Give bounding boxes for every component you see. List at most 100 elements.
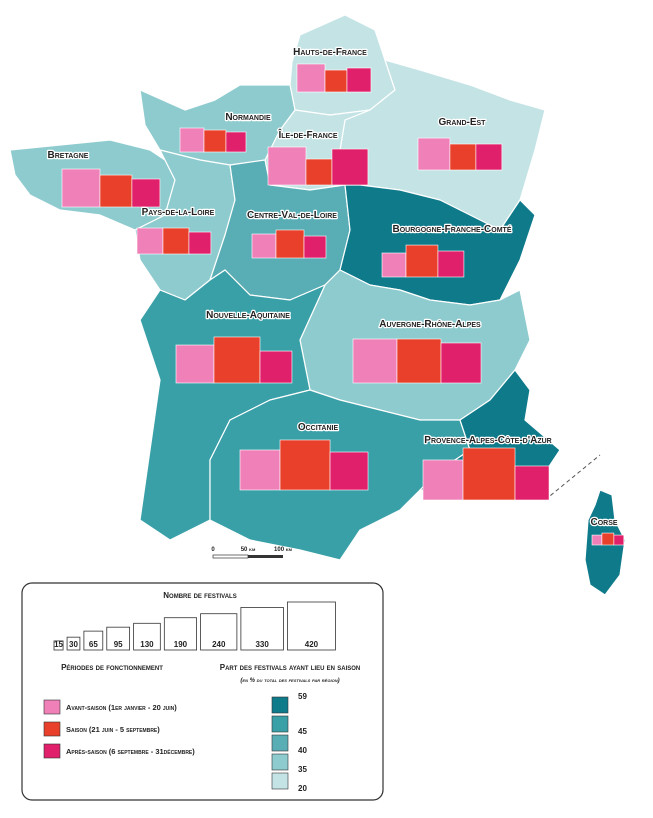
size-legend-label: 15	[54, 640, 63, 649]
size-legend-label: 95	[114, 640, 123, 649]
festival-square	[329, 451, 369, 491]
festival-square	[449, 143, 477, 171]
period-swatch	[43, 721, 61, 737]
scale-bar: 0 50 km 100 km	[211, 547, 293, 559]
festival-square	[188, 231, 212, 255]
region-label: Île-de-France	[277, 128, 337, 141]
share-swatch	[271, 753, 289, 771]
size-legend-square	[53, 640, 64, 651]
share-swatch	[271, 715, 289, 733]
size-legend-label: 190	[174, 640, 188, 649]
region-label: Pays-de-la-Loire	[142, 207, 215, 218]
festival-square	[440, 342, 482, 384]
festival-square	[422, 459, 464, 501]
period-swatch	[43, 699, 61, 715]
size-legend-square	[200, 613, 238, 651]
share-subtitle: (en % du total des festivals par région)	[240, 678, 339, 684]
festival-square	[475, 143, 503, 171]
period-label: Avant-saison (1er janvier - 20 juin)	[66, 703, 177, 712]
festival-square	[259, 350, 293, 384]
festival-square	[305, 158, 333, 186]
periods-title: Périodes de fonctionnement	[61, 663, 163, 672]
festival-square	[396, 338, 442, 384]
festival-square	[179, 127, 205, 153]
festival-square	[296, 63, 326, 93]
period-swatch	[43, 743, 61, 759]
size-legend-title: Nombre de festivals	[163, 591, 236, 600]
festival-square	[437, 250, 465, 278]
size-legend-square	[133, 622, 161, 651]
share-tick: 40	[298, 746, 307, 755]
region-label: Hauts-de-France	[293, 47, 367, 58]
size-legend-label: 30	[69, 640, 78, 649]
region-label: Provence-Alpes-Côte-d'Azur	[424, 435, 551, 446]
region-label: Grand-Est	[439, 117, 487, 128]
region-label: Nouvelle-Aquitaine	[206, 310, 290, 321]
regions	[9, 14, 626, 596]
festival-square	[136, 227, 164, 255]
share-swatch	[271, 734, 289, 752]
scale-segment	[212, 554, 249, 559]
size-legend-square	[240, 607, 284, 651]
festival-square	[613, 534, 625, 546]
share-tick: 35	[298, 765, 307, 774]
size-legend-square	[163, 617, 198, 651]
festival-square	[267, 146, 307, 186]
festival-square	[591, 534, 603, 546]
scale-label: 100 km	[274, 547, 293, 553]
festival-square	[131, 178, 161, 208]
size-legend-square	[66, 636, 81, 651]
inset-separator	[544, 454, 601, 501]
festival-square	[203, 129, 227, 153]
festival-square	[346, 67, 372, 93]
festival-square	[225, 131, 247, 153]
size-legend-square	[83, 630, 104, 651]
period-label: Saison (21 juin - 5 septembre)	[66, 725, 160, 734]
size-legend-square	[106, 626, 131, 651]
festival-square	[417, 137, 451, 171]
region-label: Auvergne-Rhône-Alpes	[379, 319, 481, 330]
festival-square	[99, 174, 133, 208]
festival-square	[324, 69, 348, 93]
size-legend-label: 420	[305, 640, 319, 649]
festival-square	[61, 168, 101, 208]
share-title: Part des festivals ayant lieu en saison	[220, 663, 360, 672]
region-label: Centre-Val-de-Loire	[247, 210, 337, 221]
festival-square	[601, 532, 615, 546]
size-legend-label: 65	[89, 640, 98, 649]
festival-square	[462, 447, 516, 501]
share-tick: 45	[298, 727, 307, 736]
festival-square	[405, 244, 439, 278]
scale-label: 50 km	[241, 547, 256, 553]
festival-square	[352, 338, 398, 384]
scale-label: 0	[211, 547, 215, 553]
festival-square	[239, 449, 281, 491]
festival-square	[275, 229, 305, 259]
size-legend-label: 130	[140, 640, 154, 649]
size-legend-label: 240	[212, 640, 226, 649]
festival-square	[331, 148, 369, 186]
festival-square	[514, 465, 550, 501]
festival-square	[175, 344, 215, 384]
festival-square	[381, 252, 407, 278]
festival-square	[251, 233, 277, 259]
scale-segment	[248, 555, 283, 558]
share-tick: 20	[298, 784, 307, 793]
size-legend-label: 330	[255, 640, 269, 649]
region-label: Occitanie	[298, 422, 339, 433]
share-swatch	[271, 696, 289, 714]
festival-square	[162, 227, 190, 255]
size-legend-square	[287, 601, 336, 651]
share-tick: 59	[298, 692, 307, 701]
region-label: Normandie	[225, 112, 271, 123]
festival-square	[279, 439, 331, 491]
period-label: Après-saison (6 septembre - 31décembre)	[66, 747, 195, 756]
region-label: Bourgogne-Franche-Comté	[393, 224, 512, 235]
festival-square	[213, 336, 261, 384]
festival-square	[303, 235, 327, 259]
region-label: Bretagne	[48, 150, 89, 161]
share-swatch	[271, 772, 289, 790]
region-label: Corse	[590, 517, 617, 528]
